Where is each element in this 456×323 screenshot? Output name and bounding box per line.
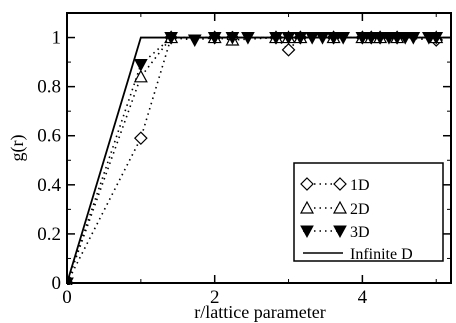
x-tick-label: 4 [358,287,368,308]
marker-1d [333,177,347,191]
axis-ticks: 0 2 4 0 0.2 0.4 0.6 0.8 1 [37,12,451,308]
legend-label-2d: 2D [350,201,370,218]
y-tick-label: 0.8 [37,77,61,98]
series-infinite-d [67,36,451,284]
marker-3d [134,59,148,72]
marker-1d [300,177,314,191]
legend-entry-infinite-d: Infinite D [303,246,413,263]
marker-2d [299,200,315,214]
y-tick-label: 0.4 [37,175,61,196]
legend-entry-2d: 2D [299,200,370,218]
marker-2d [133,69,148,83]
legend-label-3d: 3D [350,224,370,241]
marker-3d [300,225,314,239]
series-line-infinite-d [67,36,451,284]
y-tick-label: 0 [52,273,62,294]
legend-entry-3d: 3D [300,224,370,241]
x-tick-label: 0 [62,287,72,308]
legend: 1D 2D 3D Infinite D [293,162,444,263]
plot-marks [67,30,451,285]
marker-1d [281,42,296,57]
x-axis-title: r/lattice parameter [194,302,325,322]
marker-2d [332,200,348,214]
legend-label-1d: 1D [350,177,370,194]
x-tick-label: 2 [210,287,220,308]
legend-box [293,162,444,262]
legend-entry-1d: 1D [300,177,370,194]
marker-3d [333,225,347,239]
y-axis-title: g(r) [7,135,28,162]
y-tick-label: 0.2 [37,224,61,245]
y-tick-label: 1 [52,28,62,49]
legend-label-infinite-d: Infinite D [350,246,413,263]
plot-frame [66,12,452,284]
y-tick-label: 0.6 [37,126,61,147]
marker-1d [133,131,148,146]
